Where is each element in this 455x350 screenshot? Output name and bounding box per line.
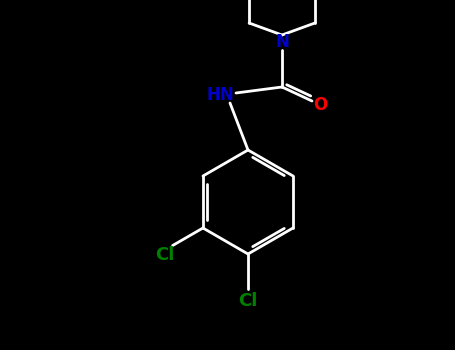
Text: Cl: Cl bbox=[238, 292, 258, 310]
Text: N: N bbox=[275, 33, 289, 51]
Text: HN: HN bbox=[206, 86, 234, 104]
Text: Cl: Cl bbox=[155, 246, 174, 265]
Text: O: O bbox=[313, 96, 327, 114]
